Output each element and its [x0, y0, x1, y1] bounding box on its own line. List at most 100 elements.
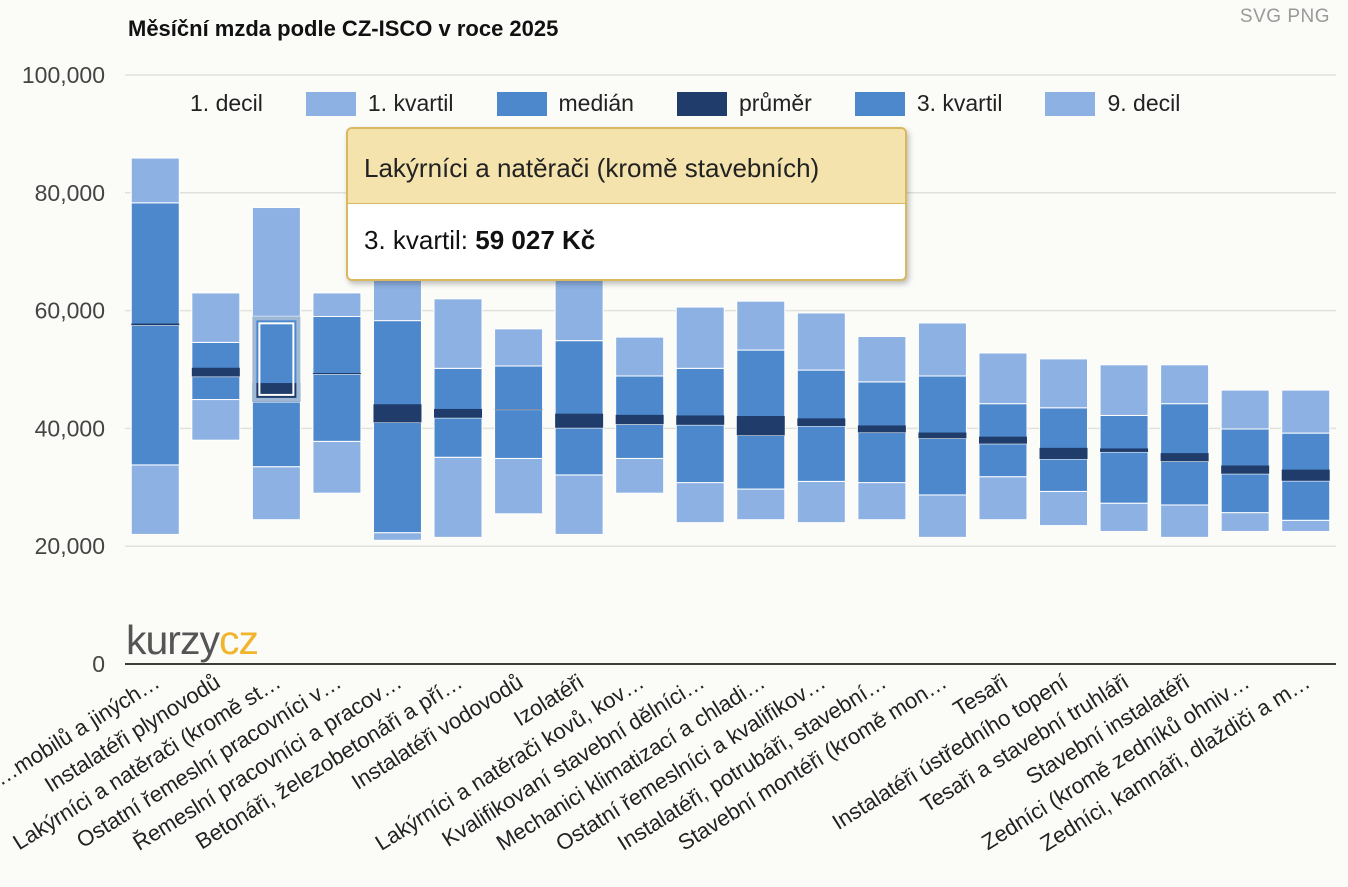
- bar-segment-9th-decil: [615, 336, 665, 377]
- export-links: SVG PNG: [1240, 6, 1330, 28]
- bar-segment-1st-decil: [1039, 490, 1089, 527]
- legend-swatch: [1045, 91, 1096, 116]
- legend-label: 1. decil: [190, 90, 263, 116]
- bar-segment-9th-decil: [978, 352, 1028, 405]
- legend: 1. decil 1. kvartil medián průměr 3. kvartil…: [190, 90, 1223, 117]
- y-tick-label: 0: [92, 651, 105, 677]
- legend-item-0[interactable]: 1. decil: [190, 90, 263, 117]
- bar-segment-1st-quartile: [917, 437, 967, 496]
- legend-item-1[interactable]: 1. kvartil: [305, 90, 454, 117]
- bar-segment-1st-decil: [1281, 519, 1331, 532]
- legend-swatch: [854, 91, 905, 116]
- bar-average-marker: [736, 416, 785, 436]
- bar-average-marker: [191, 367, 240, 377]
- bar-segment-3rd-quartile: [494, 365, 544, 411]
- bar-segment-1st-decil: [494, 457, 544, 515]
- bar-segment-1st-quartile: [312, 373, 362, 442]
- bar-segment-3rd-quartile: [1160, 403, 1210, 462]
- bar-segment-1st-quartile: [1099, 451, 1149, 504]
- bar-segment-9th-decil: [917, 322, 967, 377]
- bar-segment-9th-decil: [1281, 389, 1331, 434]
- export-png-link[interactable]: PNG: [1287, 6, 1330, 27]
- tooltip-title: Lakýrníci a natěrači (kromě stavebních): [348, 129, 905, 204]
- y-tick-label: 80,000: [35, 180, 105, 206]
- bar-segment-1st-decil: [191, 399, 241, 441]
- bar-segment-1st-decil: [372, 532, 422, 541]
- bar-segment-3rd-quartile: [857, 381, 907, 434]
- bar-segment-1st-decil: [312, 440, 362, 494]
- bar-segment-3rd-quartile: [312, 315, 362, 375]
- legend-swatch: [676, 91, 727, 116]
- export-svg-link[interactable]: SVG: [1239, 6, 1282, 27]
- bar-segment-1st-decil: [796, 480, 846, 524]
- y-tick-label: 100,000: [22, 62, 105, 88]
- bar-average-marker: [1221, 465, 1270, 474]
- logo-text-cz: cz: [218, 617, 259, 663]
- bar-average-marker: [434, 408, 483, 418]
- bar-segment-1st-decil: [130, 464, 180, 535]
- bar-average-marker: [131, 323, 180, 326]
- bar-average-marker: [252, 383, 301, 402]
- bar-segment-1st-decil: [857, 482, 907, 521]
- legend-item-5[interactable]: 9. decil: [1045, 90, 1180, 117]
- bar-segment-9th-decil: [312, 292, 362, 317]
- bar-average-marker: [978, 436, 1027, 444]
- bar-segment-1st-quartile: [796, 425, 846, 482]
- tooltip-body: 3. kvartil: 59 027 Kč: [348, 204, 905, 276]
- hover-highlight-inner: [258, 322, 295, 396]
- legend-item-3[interactable]: průměr: [676, 90, 812, 117]
- bar-average-marker: [797, 418, 846, 427]
- bar-segment-1st-quartile: [1160, 460, 1210, 506]
- bar-segment-1st-decil: [1099, 502, 1149, 532]
- bar-segment-1st-decil: [615, 457, 665, 494]
- bar-segment-1st-decil: [917, 494, 967, 538]
- bar-segment-1st-decil: [433, 456, 483, 538]
- bar-segment-9th-decil: [857, 336, 907, 383]
- legend-label: 1. kvartil: [367, 90, 454, 116]
- bar-average-marker: [676, 415, 725, 425]
- legend-label: průměr: [738, 90, 812, 116]
- tooltip: Lakýrníci a natěrači (kromě stavebních) …: [346, 127, 907, 281]
- bar-segment-1st-quartile: [433, 417, 483, 458]
- bar-segment-1st-quartile: [191, 376, 241, 401]
- bar-segment-1st-decil: [978, 476, 1028, 521]
- bar-segment-1st-decil: [736, 488, 786, 521]
- bar-average-marker: [615, 414, 664, 425]
- bar-segment-1st-quartile: [615, 423, 665, 459]
- bar-segment-9th-decil: [494, 328, 544, 367]
- bar-segment-1st-quartile: [978, 443, 1028, 478]
- y-tick-label: 60,000: [35, 298, 105, 324]
- bar-average-marker: [857, 425, 906, 433]
- bar-average-marker: [555, 413, 604, 428]
- bar-segment-1st-quartile: [675, 424, 725, 484]
- bar-segment-9th-decil: [675, 306, 725, 369]
- bar-average-marker: [918, 432, 967, 439]
- legend-item-4[interactable]: 3. kvartil: [854, 90, 1002, 117]
- bar-average-marker: [1039, 447, 1088, 460]
- tooltip-value: 59 027 Kč: [475, 225, 596, 255]
- legend-swatch: [305, 91, 356, 116]
- bar-segment-3rd-quartile: [1099, 414, 1149, 453]
- bar-average-marker: [312, 373, 361, 375]
- bar-segment-9th-decil: [1160, 364, 1210, 405]
- bar-average-marker: [373, 404, 422, 423]
- bar-segment-9th-decil: [433, 298, 483, 369]
- bar-segment-1st-quartile: [1039, 458, 1089, 492]
- bar-segment-1st-decil: [251, 466, 301, 521]
- bar-segment-1st-decil: [675, 482, 725, 524]
- legend-item-2[interactable]: medián: [496, 90, 634, 117]
- bar-segment-1st-decil: [1160, 504, 1210, 538]
- bar-segment-1st-quartile: [1220, 473, 1270, 514]
- bar-segment-1st-quartile: [372, 422, 422, 534]
- legend-label: 9. decil: [1107, 90, 1181, 116]
- bar-segment-3rd-quartile: [554, 340, 604, 429]
- bar-segment-1st-decil: [554, 474, 604, 535]
- y-tick-label: 20,000: [35, 533, 105, 559]
- bar-segment-9th-decil: [796, 312, 846, 371]
- kurzy-cz-logo: kurzycz: [126, 617, 259, 663]
- bar-segment-9th-decil: [130, 157, 180, 204]
- bar-average-marker: [1281, 469, 1330, 481]
- bar-segment-1st-quartile: [251, 401, 301, 468]
- bar-average-marker: [1160, 453, 1209, 462]
